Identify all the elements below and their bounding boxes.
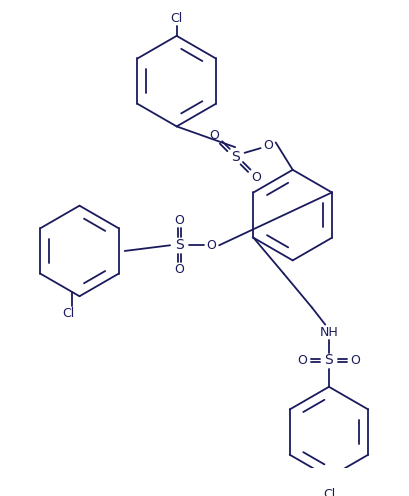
Text: O: O [263,139,273,152]
Text: O: O [298,354,308,367]
Text: NH: NH [319,325,338,339]
Text: Cl: Cl [171,12,183,25]
Text: O: O [251,171,261,184]
Text: O: O [175,214,184,227]
Text: O: O [351,354,360,367]
Text: O: O [209,129,219,142]
Text: S: S [231,150,240,164]
Text: O: O [175,263,184,276]
Text: O: O [207,239,216,252]
Text: Cl: Cl [62,307,74,320]
Text: S: S [175,238,184,252]
Text: Cl: Cl [323,488,335,496]
Text: S: S [325,353,333,368]
